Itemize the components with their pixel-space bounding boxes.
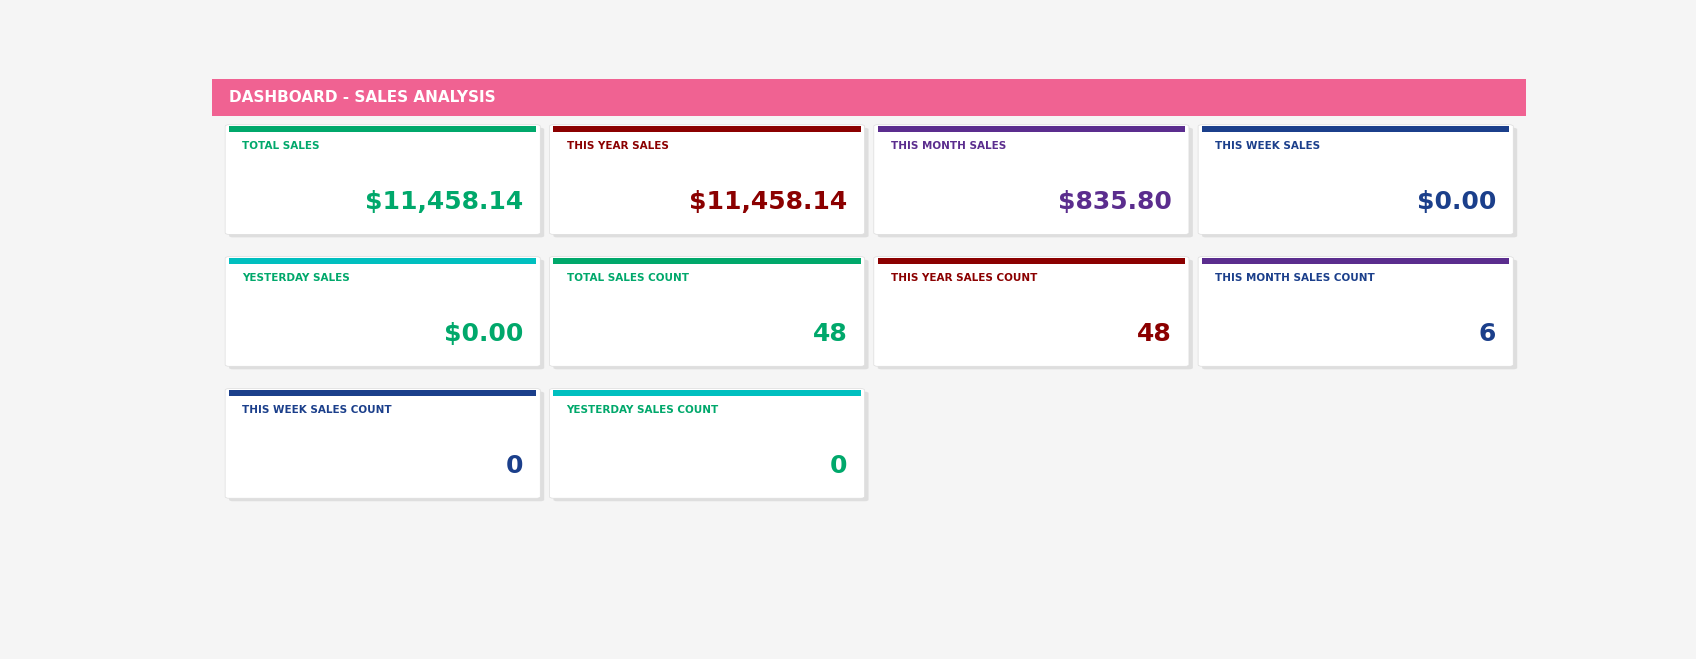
Text: $11,458.14: $11,458.14	[689, 190, 848, 214]
Text: 0: 0	[829, 453, 848, 478]
Text: 0: 0	[505, 453, 522, 478]
FancyBboxPatch shape	[1202, 260, 1518, 369]
FancyBboxPatch shape	[550, 125, 865, 235]
FancyBboxPatch shape	[1202, 128, 1518, 237]
FancyBboxPatch shape	[226, 389, 541, 498]
Text: TOTAL SALES: TOTAL SALES	[243, 142, 321, 152]
Text: $0.00: $0.00	[444, 322, 522, 345]
Text: $0.00: $0.00	[1416, 190, 1496, 214]
Text: THIS WEEK SALES: THIS WEEK SALES	[1216, 142, 1321, 152]
FancyBboxPatch shape	[879, 127, 1186, 132]
Text: DASHBOARD - SALES ANALYSIS: DASHBOARD - SALES ANALYSIS	[229, 90, 495, 105]
FancyBboxPatch shape	[229, 390, 536, 396]
Text: $835.80: $835.80	[1058, 190, 1172, 214]
Text: YESTERDAY SALES COUNT: YESTERDAY SALES COUNT	[566, 405, 719, 415]
FancyBboxPatch shape	[229, 391, 544, 501]
FancyBboxPatch shape	[553, 391, 868, 501]
FancyBboxPatch shape	[873, 125, 1189, 235]
FancyBboxPatch shape	[229, 127, 536, 132]
Text: THIS YEAR SALES: THIS YEAR SALES	[566, 142, 668, 152]
Text: 6: 6	[1479, 322, 1496, 345]
FancyBboxPatch shape	[229, 258, 536, 264]
FancyBboxPatch shape	[553, 128, 868, 237]
FancyBboxPatch shape	[1197, 256, 1513, 366]
FancyBboxPatch shape	[229, 128, 544, 237]
FancyBboxPatch shape	[553, 260, 868, 369]
Text: 48: 48	[1136, 322, 1172, 345]
Text: YESTERDAY SALES: YESTERDAY SALES	[243, 273, 349, 283]
FancyBboxPatch shape	[212, 79, 1526, 116]
Text: THIS WEEK SALES COUNT: THIS WEEK SALES COUNT	[243, 405, 392, 415]
FancyBboxPatch shape	[1197, 125, 1513, 235]
FancyBboxPatch shape	[1202, 127, 1509, 132]
Text: TOTAL SALES COUNT: TOTAL SALES COUNT	[566, 273, 689, 283]
Text: THIS YEAR SALES COUNT: THIS YEAR SALES COUNT	[890, 273, 1038, 283]
FancyBboxPatch shape	[553, 258, 860, 264]
FancyBboxPatch shape	[873, 256, 1189, 366]
FancyBboxPatch shape	[1202, 258, 1509, 264]
FancyBboxPatch shape	[229, 260, 544, 369]
FancyBboxPatch shape	[226, 256, 541, 366]
Text: THIS MONTH SALES COUNT: THIS MONTH SALES COUNT	[1216, 273, 1375, 283]
FancyBboxPatch shape	[553, 127, 860, 132]
FancyBboxPatch shape	[550, 256, 865, 366]
Text: 48: 48	[812, 322, 848, 345]
FancyBboxPatch shape	[553, 390, 860, 396]
FancyBboxPatch shape	[879, 260, 1192, 369]
FancyBboxPatch shape	[550, 389, 865, 498]
FancyBboxPatch shape	[879, 258, 1186, 264]
Text: $11,458.14: $11,458.14	[365, 190, 522, 214]
FancyBboxPatch shape	[226, 125, 541, 235]
FancyBboxPatch shape	[879, 128, 1192, 237]
Text: THIS MONTH SALES: THIS MONTH SALES	[890, 142, 1006, 152]
